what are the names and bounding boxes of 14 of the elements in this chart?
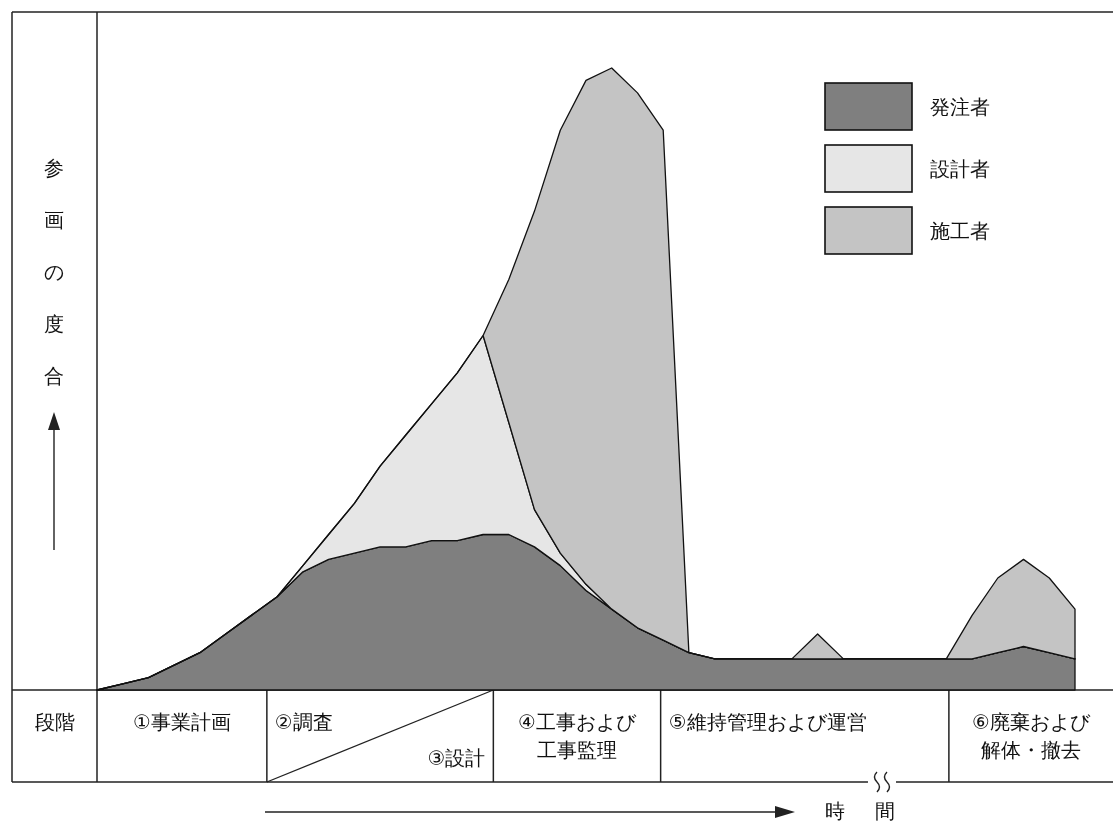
- text: 時間: [825, 799, 895, 823]
- text: 工事監理: [536, 738, 617, 762]
- text: 段階: [34, 710, 75, 734]
- text: ⑤維持管理および運営: [668, 710, 867, 734]
- text: ③設計: [427, 746, 486, 770]
- legend-label: 設計者: [930, 157, 990, 181]
- text: ②調査: [274, 710, 333, 734]
- text: 参画の度合: [44, 156, 64, 388]
- text: ④工事および: [518, 710, 637, 734]
- legend-label: 発注者: [930, 95, 990, 119]
- text: ①事業計画: [132, 710, 231, 734]
- legend-label: 施工者: [930, 219, 990, 243]
- text: 解体・撤去: [980, 738, 1081, 762]
- text: ⑥廃棄および: [971, 710, 1091, 734]
